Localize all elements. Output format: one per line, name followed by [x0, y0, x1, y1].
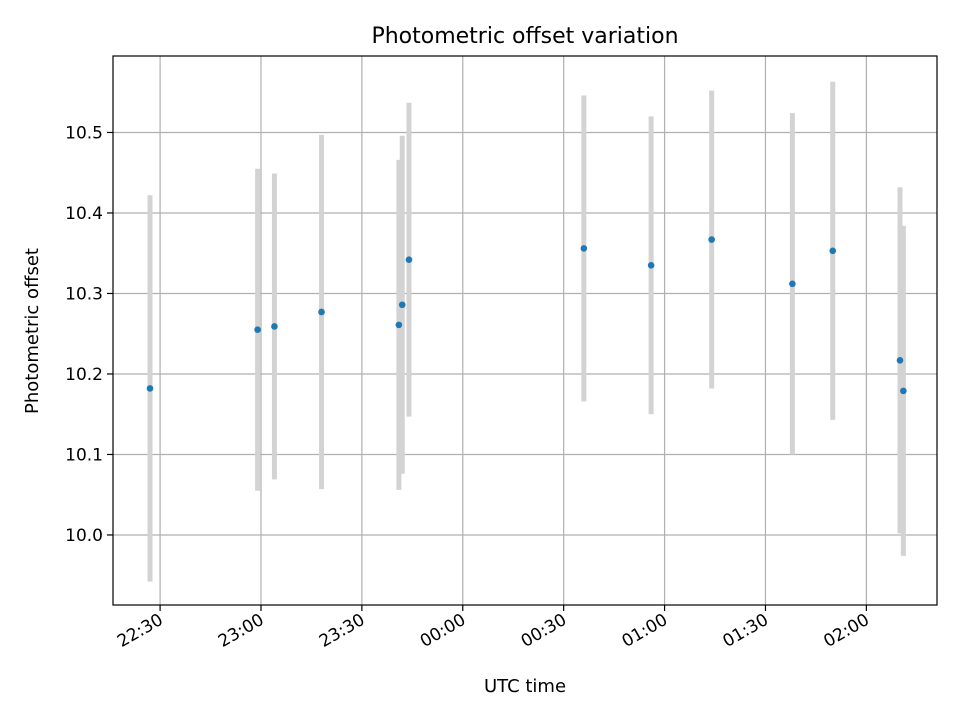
data-point [647, 261, 655, 269]
grid [113, 56, 937, 605]
chart-title: Photometric offset variation [371, 24, 678, 49]
x-axis-label: UTC time [484, 676, 566, 697]
data-point [900, 387, 907, 395]
y-tick-label: 10.5 [65, 123, 103, 143]
data-point [254, 326, 261, 333]
data-point [829, 247, 837, 255]
y-tick-label: 10.4 [65, 204, 103, 224]
data-point [580, 245, 588, 252]
y-axis-ticks: 10.0 10.1 10.2 10.3 10.4 10.5 [65, 123, 113, 546]
y-tick-label: 10.3 [65, 284, 103, 304]
data-point [896, 356, 904, 364]
data-point [789, 280, 796, 288]
y-axis-label: Photometric offset [22, 248, 43, 414]
y-tick-label: 10.0 [65, 526, 103, 546]
y-tick-label: 10.2 [65, 365, 103, 385]
y-tick-label: 10.1 [65, 445, 103, 465]
data-point [146, 385, 154, 392]
data-point [395, 321, 403, 329]
data-point [271, 323, 278, 330]
data-point [398, 301, 406, 309]
data-point [708, 236, 715, 243]
data-point [318, 308, 325, 316]
data-point [405, 256, 413, 263]
plot-frame [112, 55, 938, 606]
data-points [146, 236, 907, 395]
